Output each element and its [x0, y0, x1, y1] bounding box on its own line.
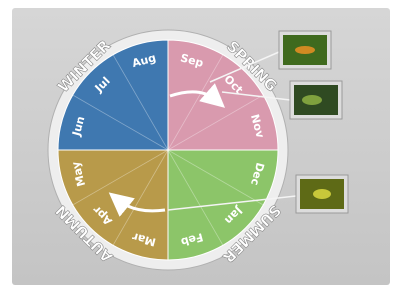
photo [279, 31, 331, 69]
photo [296, 175, 348, 213]
page: {"seasons": [ {"name": "SPRING", "months… [0, 0, 401, 293]
photo [290, 81, 342, 119]
diagram: SepOctNovSPRINGDecJanFebSUMMERMarAprMayA… [0, 0, 401, 293]
